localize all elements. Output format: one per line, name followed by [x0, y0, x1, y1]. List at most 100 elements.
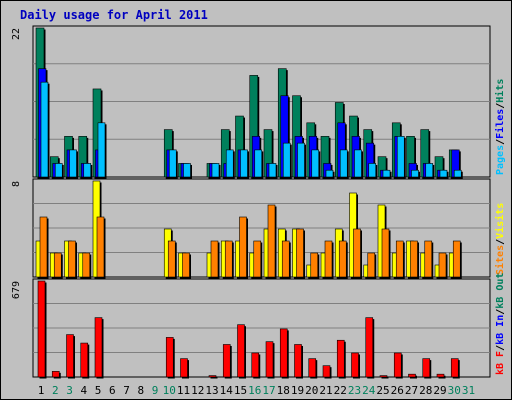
bar-pages-day-19 — [297, 142, 305, 178]
bar-sites-day-17 — [267, 204, 276, 278]
bar-pages-day-20 — [311, 149, 320, 178]
bar-kb-f-day-13 — [208, 375, 217, 378]
panel-middle-legend: Sites/Visits — [494, 203, 506, 275]
day-label: 13 — [205, 384, 218, 397]
day-label: 26 — [391, 384, 404, 397]
day-label: 10 — [163, 384, 176, 397]
legend-entry: / — [495, 103, 506, 109]
day-label: 12 — [191, 384, 204, 397]
day-label: 29 — [433, 384, 446, 397]
bar-sites-day-26 — [395, 240, 404, 278]
bar-kb-f-day-22 — [336, 339, 345, 378]
bar-pages-day-16 — [254, 149, 263, 178]
day-label: 3 — [66, 384, 73, 397]
bar-pages-day-22 — [339, 149, 348, 178]
bar-pages-day-28 — [425, 163, 434, 178]
bar-pages-day-14 — [225, 149, 234, 178]
bar-pages-day-25 — [382, 169, 391, 178]
bar-kb-f-day-21 — [322, 365, 331, 378]
bar-sites-day-20 — [310, 252, 319, 278]
bar-sites-day-5 — [96, 216, 105, 278]
panel-top-legend: Pages/Files/Hits — [494, 79, 506, 175]
bar-kb-f-day-14 — [222, 344, 231, 378]
bar-kb-f-day-3 — [66, 334, 74, 378]
bar-kb-f-day-11 — [180, 358, 188, 378]
legend-entry: / — [495, 139, 506, 145]
bar-pages-day-17 — [268, 163, 277, 178]
bar-kb-f-day-4 — [80, 342, 89, 378]
bar-kb-f-day-13-shadow — [210, 377, 218, 379]
bar-pages-day-27 — [411, 169, 419, 178]
bar-sites-day-1 — [39, 216, 48, 278]
bar-pages-day-5 — [97, 122, 106, 178]
panel-middle-max-label: 8 — [11, 181, 22, 187]
bar-sites-day-2 — [53, 252, 62, 278]
legend-entry: Files — [494, 109, 506, 139]
chart-title: Daily usage for April 2011 — [20, 8, 208, 22]
bar-pages-day-2 — [54, 163, 63, 178]
day-label: 4 — [80, 384, 87, 397]
bar-sites-day-27 — [410, 240, 418, 278]
bar-sites-day-24 — [367, 252, 376, 278]
bar-sites-day-22 — [338, 240, 347, 278]
bar-kb-f-day-17 — [265, 341, 274, 378]
bar-kb-f-day-24 — [365, 317, 374, 378]
day-label: 7 — [123, 384, 130, 397]
bar-sites-day-15 — [239, 216, 247, 278]
bar-pages-day-30 — [453, 169, 462, 178]
day-label: 18 — [277, 384, 290, 397]
bar-kb-f-day-20 — [308, 358, 317, 378]
day-label: 23 — [348, 384, 361, 397]
bar-sites-day-13 — [210, 240, 219, 278]
legend-entry: Sites — [494, 245, 506, 275]
day-label: 16 — [248, 384, 261, 397]
bar-sites-day-28 — [424, 240, 433, 278]
bar-kb-f-day-25 — [379, 375, 388, 378]
bar-sites-day-3 — [68, 240, 76, 278]
bar-pages-day-4 — [83, 163, 92, 178]
x-axis-day-labels: 1 2 3 4 5 6 7 8 9 10 11 12 13 14 15 16 17 18 19 20 21 22 23 24 2… — [38, 384, 475, 397]
bar-pages-day-24 — [368, 163, 377, 178]
bar-pages-day-13 — [211, 163, 220, 178]
bar-kb-f-day-16 — [251, 352, 260, 378]
day-label: 11 — [177, 384, 190, 397]
bar-kb-f-day-2 — [51, 371, 60, 378]
bar-kb-f-day-19 — [294, 344, 302, 378]
bar-sites-day-4 — [82, 252, 91, 278]
day-label: 21 — [319, 384, 332, 397]
bar-sites-day-21 — [324, 240, 333, 278]
day-label: 6 — [109, 384, 116, 397]
bar-pages-day-18 — [282, 142, 291, 178]
day-label: 17 — [262, 384, 275, 397]
day-label: 27 — [405, 384, 418, 397]
bar-pages-day-10 — [168, 149, 177, 178]
bar-pages-day-3 — [69, 149, 77, 178]
legend-entry: / — [495, 309, 506, 315]
panel-top: 22 Pages/Files/Hits — [11, 25, 506, 179]
bar-kb-f-day-1 — [37, 280, 46, 378]
panel-bottom-max-label: 679 — [11, 281, 22, 299]
panel-top-max-label: 22 — [11, 28, 22, 40]
day-label: 30 — [448, 384, 461, 397]
bar-kb-f-day-26 — [393, 352, 402, 378]
bar-kb-f-day-27 — [408, 373, 416, 378]
day-label: 24 — [362, 384, 376, 397]
bar-pages-day-15 — [240, 149, 248, 178]
day-label: 8 — [137, 384, 144, 397]
bar-sites-day-23 — [353, 228, 361, 278]
bar-kb-f-day-18 — [279, 328, 288, 378]
day-label: 25 — [376, 384, 389, 397]
bar-pages-day-26 — [396, 136, 405, 178]
legend-entry: kB Out — [495, 273, 506, 309]
bar-kb-f-day-28 — [422, 358, 431, 378]
day-label: 14 — [220, 384, 234, 397]
panel-middle: 8 Sites/Visits — [11, 178, 506, 279]
bar-kb-f-day-25-shadow — [381, 377, 389, 379]
bar-kb-f-day-29 — [436, 373, 445, 378]
bar-kb-f-day-15 — [237, 324, 245, 378]
bar-kb-f-day-30 — [450, 358, 459, 378]
bar-sites-day-18 — [281, 240, 290, 278]
day-label: 15 — [234, 384, 247, 397]
bar-sites-day-30 — [452, 240, 461, 278]
